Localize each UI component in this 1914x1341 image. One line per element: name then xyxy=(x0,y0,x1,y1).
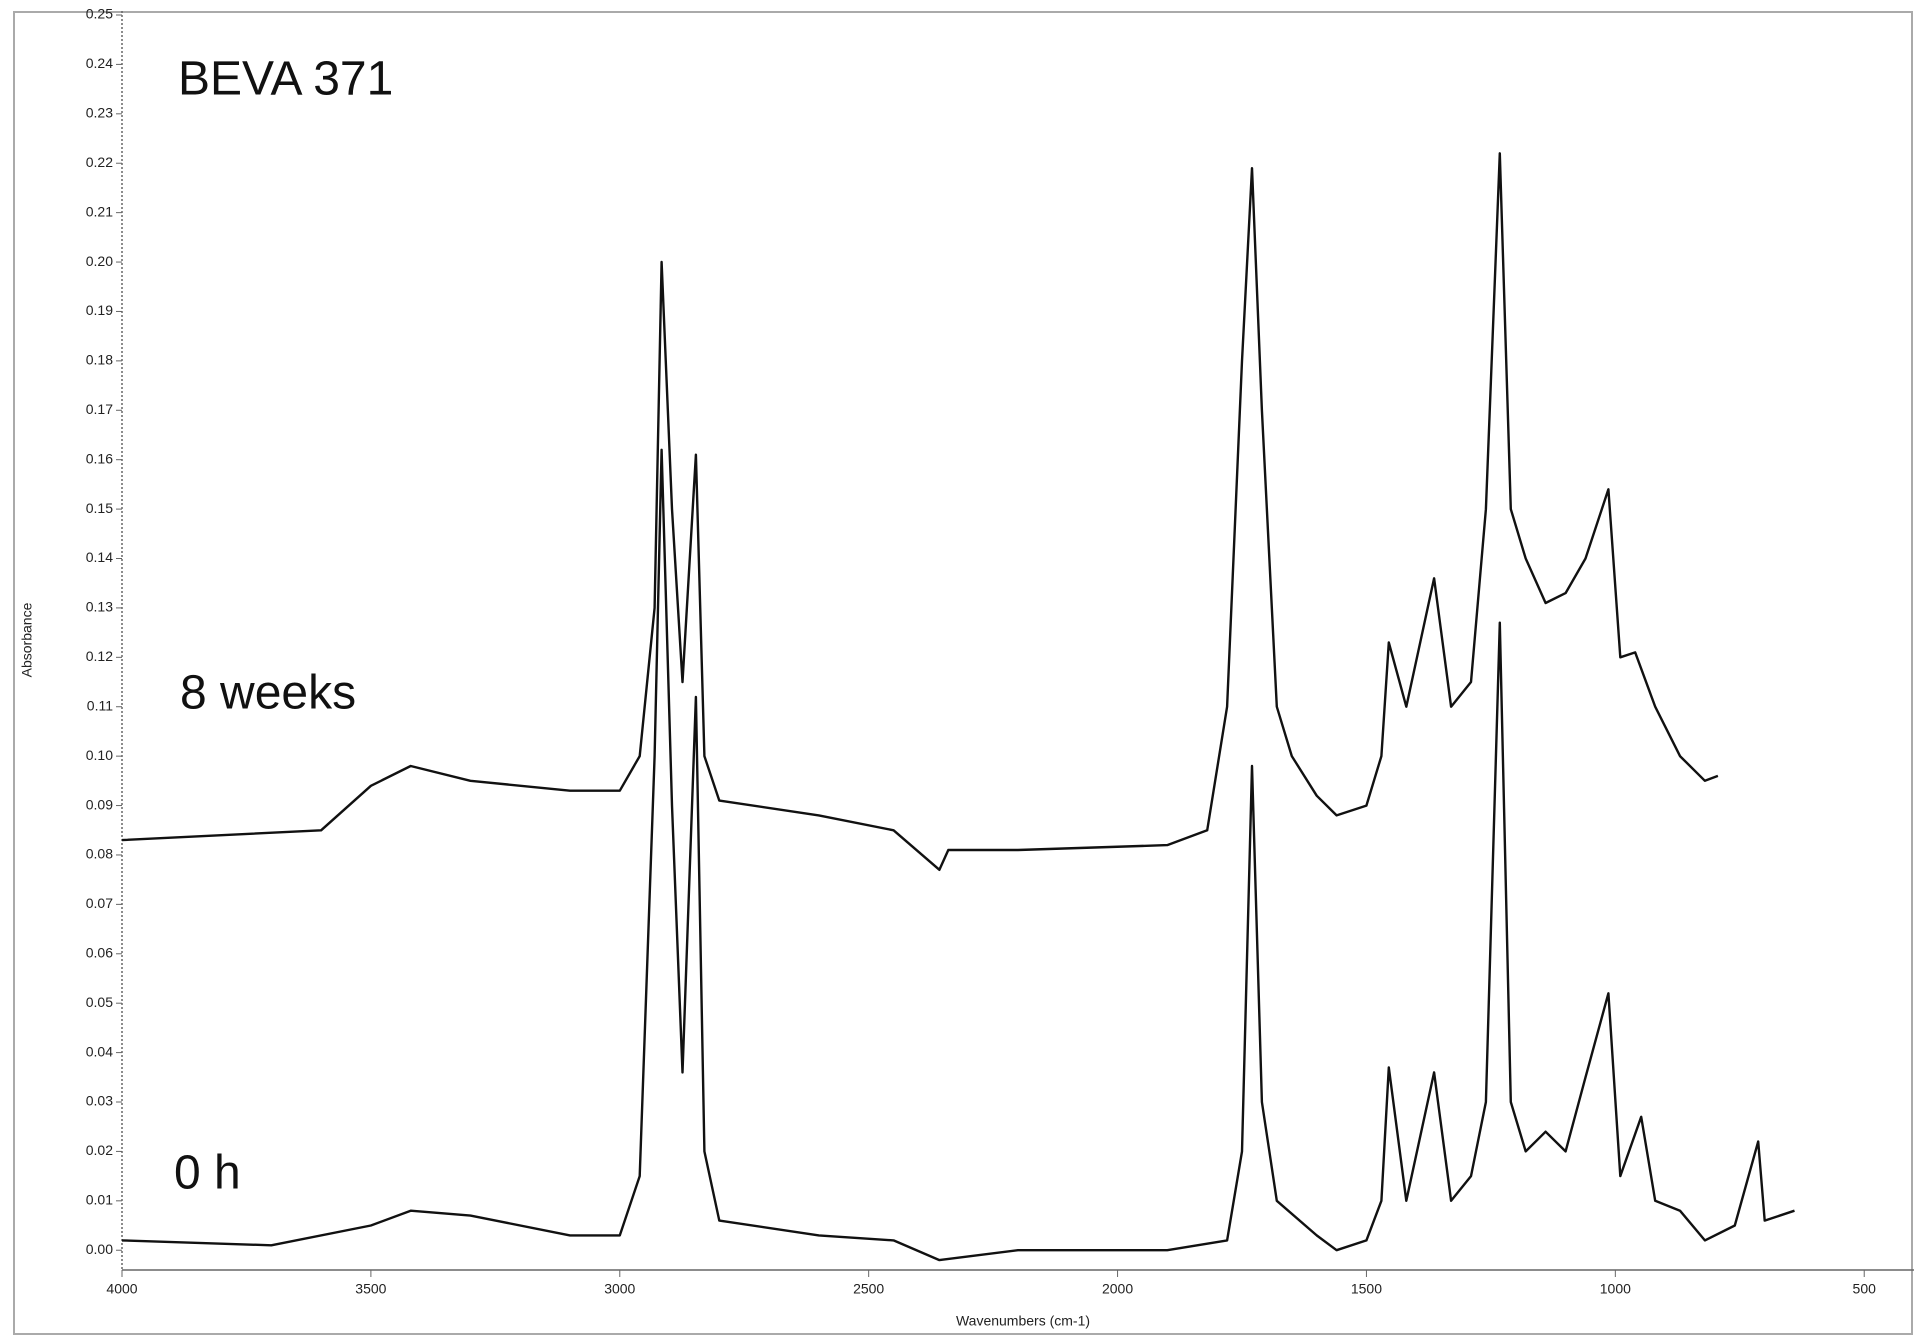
y-tick-label: 0.20 xyxy=(86,253,113,269)
y-tick-label: 0.13 xyxy=(86,599,113,615)
frame xyxy=(13,11,1913,1335)
x-tick-label: 4000 xyxy=(106,1281,137,1297)
y-tick-label: 0.05 xyxy=(86,994,113,1010)
y-tick-label: 0.11 xyxy=(87,697,113,713)
annotation: 0 h xyxy=(174,1147,241,1200)
y-tick-label: 0.07 xyxy=(86,895,113,911)
spectrum-line xyxy=(121,152,1719,871)
y-tick-label: 0.24 xyxy=(86,55,113,71)
x-tick-label: 1500 xyxy=(1351,1281,1382,1297)
y-tick-label: 0.23 xyxy=(86,105,113,121)
x-axis-title: Wavenumbers (cm-1) xyxy=(956,1313,1090,1329)
y-tick-label: 0.09 xyxy=(86,796,113,812)
y-tick-label: 0.10 xyxy=(86,747,113,763)
y-tick-label: 0.08 xyxy=(86,846,113,862)
x-tick-label: 3000 xyxy=(604,1281,635,1297)
y-axis-title: Absorbance xyxy=(19,602,35,677)
x-tick-label: 2500 xyxy=(853,1281,884,1297)
y-tick-label: 0.06 xyxy=(86,944,113,960)
x-tick-label: 1000 xyxy=(1600,1281,1631,1297)
y-tick-label: 0.12 xyxy=(86,648,113,664)
y-tick-label: 0.01 xyxy=(86,1192,113,1208)
y-tick-label: 0.21 xyxy=(86,203,113,219)
x-tick-label: 3500 xyxy=(355,1281,386,1297)
y-tick-label: 0.17 xyxy=(86,401,113,417)
y-tick-label: 0.14 xyxy=(86,549,113,565)
x-tick-label: 500 xyxy=(1853,1281,1877,1297)
spectrum-line xyxy=(121,448,1795,1262)
y-tick-label: 0.25 xyxy=(86,6,113,22)
y-tick-label: 0.03 xyxy=(86,1093,113,1109)
annotation: 8 weeks xyxy=(180,667,356,720)
annotation: BEVA 371 xyxy=(178,53,393,106)
y-tick-label: 0.19 xyxy=(86,302,113,318)
y-tick-label: 0.00 xyxy=(86,1241,113,1257)
y-tick-label: 0.16 xyxy=(86,450,113,466)
y-tick-label: 0.04 xyxy=(86,1043,113,1059)
y-tick-label: 0.15 xyxy=(86,500,113,516)
y-tick-label: 0.02 xyxy=(86,1142,113,1158)
y-tick-label: 0.18 xyxy=(86,352,113,368)
x-tick-label: 2000 xyxy=(1102,1281,1133,1297)
y-tick-label: 0.22 xyxy=(86,154,113,170)
